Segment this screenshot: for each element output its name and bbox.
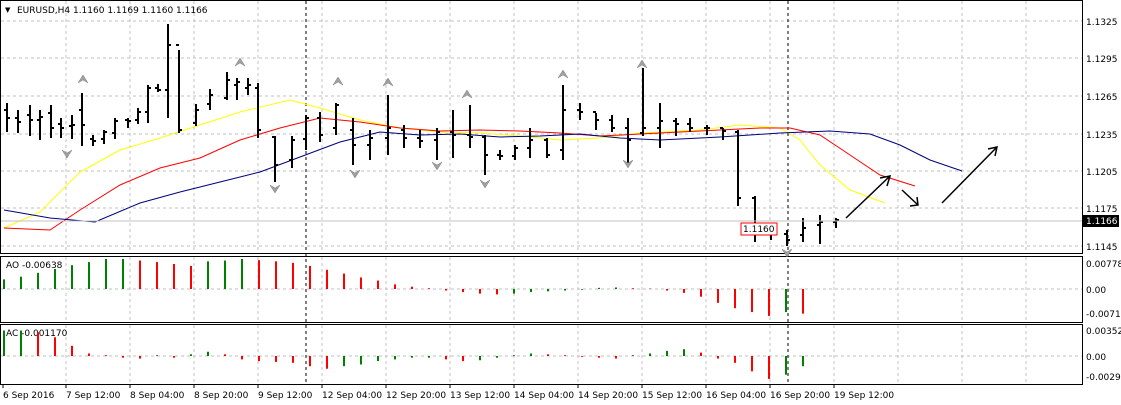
ac-scale-label: 0.003528 <box>1086 327 1121 337</box>
time-axis-label: 14 Sep 20:00 <box>578 391 638 401</box>
fractal-up-icon <box>461 89 473 99</box>
ao-histogram <box>3 259 804 316</box>
time-axis-label: 9 Sep 12:00 <box>258 391 313 401</box>
ac-scale-label: 0.00 <box>1086 353 1106 363</box>
time-axis-label: 8 Sep 20:00 <box>194 391 249 401</box>
fractal-up-icon <box>234 57 246 67</box>
ac-label: AC -0.001170 <box>6 329 68 339</box>
ma-fast-line <box>3 99 886 229</box>
fractal-up-icon <box>77 74 89 84</box>
dropdown-arrow-icon[interactable]: ▼ <box>5 6 11 14</box>
price-panel[interactable] <box>0 0 1083 254</box>
current-price-label: 1.1166 <box>1086 217 1118 227</box>
trend-arrows[interactable] <box>845 146 998 219</box>
ao-scale: 0.00778 0.00 -0.00716 <box>1086 260 1121 320</box>
time-axis-label: 7 Sep 12:00 <box>66 391 121 401</box>
ma-slow-line <box>3 130 963 223</box>
time-axis-label: 19 Sep 12:00 <box>834 391 894 401</box>
time-axis-label: 13 Sep 12:00 <box>450 391 510 401</box>
ao-scale-label: 0.00 <box>1086 286 1106 296</box>
fractal-up-icon <box>557 69 569 79</box>
fractal-down-icon <box>269 184 281 194</box>
time-axis-label: 16 Sep 20:00 <box>770 391 830 401</box>
fractal-down-icon <box>622 159 634 169</box>
ohlc-bars[interactable] <box>4 24 839 246</box>
ao-scale-label: -0.00716 <box>1086 310 1121 320</box>
fractal-down-icon <box>479 179 491 189</box>
ao-grid <box>1 257 1082 322</box>
arrow-up-icon[interactable] <box>845 175 892 219</box>
arrow-down-icon[interactable] <box>901 189 919 207</box>
fractal-up-icon <box>382 77 394 87</box>
fractal-markers <box>61 57 793 258</box>
price-scale-label: 1.1205 <box>1086 168 1118 178</box>
ao-label: AO -0.00638 <box>6 261 63 271</box>
ac-histogram <box>3 330 804 379</box>
time-axis-label: 8 Sep 04:00 <box>130 391 185 401</box>
price-tag-box <box>740 222 778 236</box>
time-axis-label: 12 Sep 04:00 <box>322 391 382 401</box>
price-bars[interactable] <box>4 24 839 246</box>
time-axis-label: 16 Sep 04:00 <box>706 391 766 401</box>
time-axis-label: 6 Sep 2016 <box>3 391 55 401</box>
fractal-down-icon <box>431 161 443 171</box>
fractal-down-icon <box>61 149 73 159</box>
ac-grid <box>1 325 1082 384</box>
fractal-up-icon <box>332 76 344 86</box>
fractal-up-icon <box>636 59 648 69</box>
price-scale-label: 1.1265 <box>1086 93 1118 103</box>
price-scale-label: 1.1175 <box>1086 205 1118 215</box>
time-axis: 6 Sep 2016 7 Sep 12:00 8 Sep 04:00 8 Sep 20… <box>2 384 894 401</box>
time-axis-label: 15 Sep 12:00 <box>642 391 702 401</box>
price-scale: 1.1325 1.1295 1.1265 1.1235 1.1205 1.117… <box>1086 18 1118 253</box>
price-scale-label: 1.1235 <box>1086 131 1118 141</box>
price-scale-label: 1.1295 <box>1086 55 1118 65</box>
price-scale-label: 1.1325 <box>1086 18 1118 28</box>
arrow-up-icon[interactable] <box>941 146 998 204</box>
symbol-info: EURUSD,H4 1.1160 1.1169 1.1160 1.1166 <box>17 6 208 16</box>
ac-scale: 0.003528 0.00 -0.00291 <box>1086 327 1121 383</box>
current-price-box <box>1083 215 1119 227</box>
fractal-down-icon <box>349 169 361 179</box>
time-axis-label: 14 Sep 04:00 <box>514 391 574 401</box>
ao-scale-label: 0.00778 <box>1086 260 1121 270</box>
fractal-down-icon <box>781 248 793 258</box>
price-scale-label: 1.1145 <box>1086 243 1118 253</box>
ac-scale-label: -0.00291 <box>1086 373 1121 383</box>
ma-mid-line <box>3 117 916 231</box>
time-axis-label: 12 Sep 20:00 <box>386 391 446 401</box>
price-tag-label: 1.1160 <box>743 225 775 235</box>
ac-panel[interactable] <box>0 324 1083 385</box>
